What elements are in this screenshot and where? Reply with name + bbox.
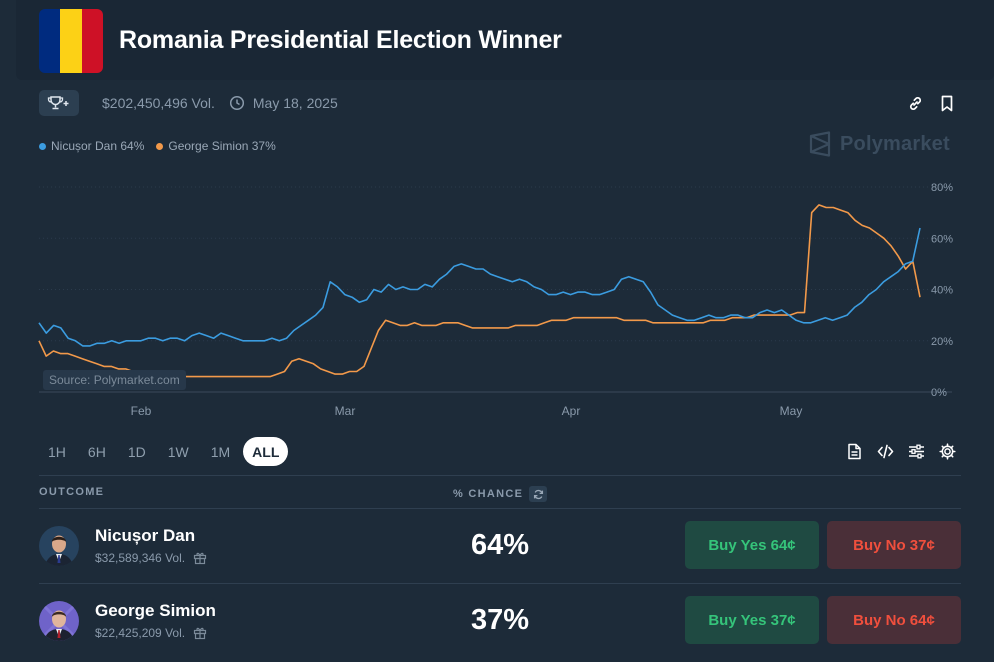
- end-date: May 18, 2025: [252, 95, 338, 111]
- tab-1h[interactable]: 1H: [48, 443, 66, 460]
- legend-label-simion: George Simion 37%: [168, 139, 276, 153]
- outcome-chance: 37%: [471, 604, 530, 636]
- avatar: [39, 601, 79, 641]
- column-header-chance: % CHANCE: [453, 486, 548, 502]
- outcome-chance: 64%: [471, 529, 530, 561]
- brand-name: Polymarket: [840, 132, 950, 155]
- gift-icon[interactable]: [193, 551, 207, 565]
- y-tick-label: 0%: [931, 387, 947, 399]
- x-tick-label: Mar: [335, 404, 356, 418]
- outcome-name: George Simion: [95, 601, 216, 620]
- column-header-outcome: OUTCOME: [39, 486, 105, 498]
- top-actions: [906, 94, 956, 112]
- romania-flag: [39, 9, 103, 73]
- outcome-row[interactable]: Nicușor Dan $32,589,346 Vol. 64% Buy Yes…: [39, 509, 961, 583]
- x-tick-label: May: [780, 404, 803, 418]
- time-range-tabs: 1H 6H 1D 1W 1M ALL: [39, 437, 289, 466]
- sliders-icon[interactable]: [907, 442, 925, 460]
- document-icon[interactable]: [845, 442, 863, 460]
- legend-label-dan: Nicușor Dan 64%: [51, 139, 145, 153]
- tab-1d[interactable]: 1D: [127, 443, 146, 460]
- series-line-george-simion: [38, 204, 921, 378]
- gear-icon[interactable]: [938, 442, 956, 460]
- tab-all[interactable]: ALL: [243, 437, 289, 466]
- outcome-row[interactable]: George Simion $22,425,209 Vol. 37% Buy Y…: [39, 584, 961, 658]
- legend-item-simion: George Simion 37%: [156, 139, 276, 153]
- outcome-volume-text: $22,425,209 Vol.: [95, 626, 186, 640]
- outcome-volume: $32,589,346 Vol.: [95, 551, 207, 565]
- legend-dot-simion: [156, 142, 164, 150]
- chart-legend: Nicușor Dan 64% George Simion 37%: [39, 139, 276, 153]
- buy-no-button[interactable]: Buy No 64¢: [827, 596, 961, 644]
- divider-top: [39, 475, 961, 476]
- total-volume: $202,450,496 Vol.: [102, 95, 215, 111]
- trophy-icon: [47, 96, 69, 110]
- tab-1w[interactable]: 1W: [167, 443, 189, 460]
- buy-yes-button[interactable]: Buy Yes 37¢: [685, 596, 819, 644]
- gift-icon[interactable]: [193, 626, 207, 640]
- outcome-name: Nicușor Dan: [95, 526, 196, 545]
- outcome-volume-text: $32,589,346 Vol.: [95, 551, 186, 565]
- refresh-icon[interactable]: [529, 486, 548, 502]
- polymarket-logo-icon: [809, 131, 831, 157]
- link-icon[interactable]: [906, 94, 924, 112]
- market-meta: $202,450,496 Vol. May 18, 2025: [39, 90, 338, 116]
- tab-6h[interactable]: 6H: [87, 443, 106, 460]
- divider-header: [39, 508, 961, 509]
- chart-tools: [845, 442, 956, 460]
- page-title: Romania Presidential Election Winner: [119, 26, 562, 54]
- column-header-chance-label: % CHANCE: [453, 488, 524, 500]
- y-tick-label: 60%: [931, 233, 953, 245]
- x-tick-label: Feb: [131, 404, 152, 418]
- y-tick-label: 80%: [931, 182, 953, 194]
- price-history-chart: 0% 20% 40% 60% 80% Feb Mar Apr May: [38, 182, 953, 418]
- divider-row: [39, 583, 961, 584]
- clock-icon: [229, 95, 245, 111]
- tab-1m[interactable]: 1M: [210, 443, 231, 460]
- outcome-volume: $22,425,209 Vol.: [95, 626, 207, 640]
- embed-code-icon[interactable]: [876, 442, 894, 460]
- buy-yes-button[interactable]: Buy Yes 64¢: [685, 521, 819, 569]
- y-tick-label: 20%: [931, 336, 953, 348]
- chart-source-label: Source: Polymarket.com: [43, 370, 186, 390]
- avatar: [39, 526, 79, 566]
- header-band: [16, 0, 994, 80]
- flag-stripe-red: [81, 9, 103, 73]
- trophy-button[interactable]: [39, 90, 79, 116]
- flag-stripe-yellow: [60, 9, 82, 73]
- flag-stripe-blue: [39, 9, 61, 73]
- legend-item-dan: Nicușor Dan 64%: [39, 139, 144, 153]
- y-tick-label: 40%: [931, 285, 953, 297]
- legend-dot-dan: [39, 142, 46, 150]
- buy-no-button[interactable]: Buy No 37¢: [827, 521, 961, 569]
- x-tick-label: Apr: [562, 404, 581, 418]
- polymarket-watermark: Polymarket: [808, 131, 950, 157]
- series-line-nicu-or-dan: [38, 227, 921, 347]
- bookmark-icon[interactable]: [938, 94, 956, 112]
